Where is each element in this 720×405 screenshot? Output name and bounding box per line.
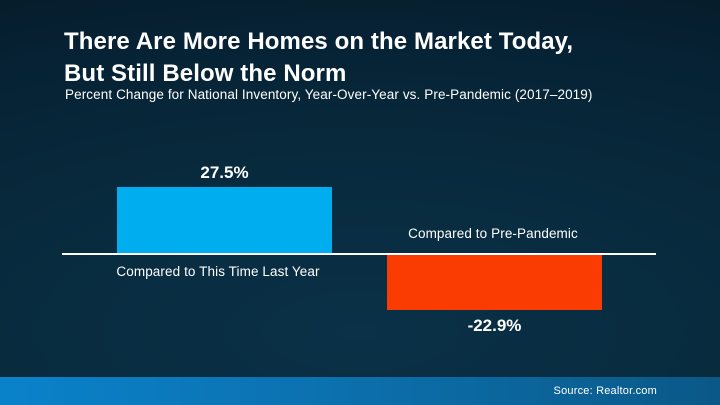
chart-title-line2: But Still Below the Norm xyxy=(64,60,347,87)
chart-subtitle: Percent Change for National Inventory, Y… xyxy=(65,87,593,102)
chart-title-line1: There Are More Homes on the Market Today… xyxy=(64,28,574,55)
value-label-pre-pandemic: -22.9% xyxy=(467,316,522,335)
bar-pre-pandemic xyxy=(387,255,602,310)
chart-title: There Are More Homes on the Market Today… xyxy=(64,26,573,90)
zero-baseline xyxy=(62,253,656,255)
category-label-last-year: Compared to This Time Last Year xyxy=(116,264,320,279)
value-label-last-year: 27.5% xyxy=(200,163,249,182)
bar-last-year xyxy=(117,187,332,253)
category-label-pre-pandemic: Compared to Pre-Pandemic xyxy=(408,226,578,241)
source-text: Source: Realtor.com xyxy=(553,385,657,397)
footer-bar: Source: Realtor.com xyxy=(0,377,720,405)
